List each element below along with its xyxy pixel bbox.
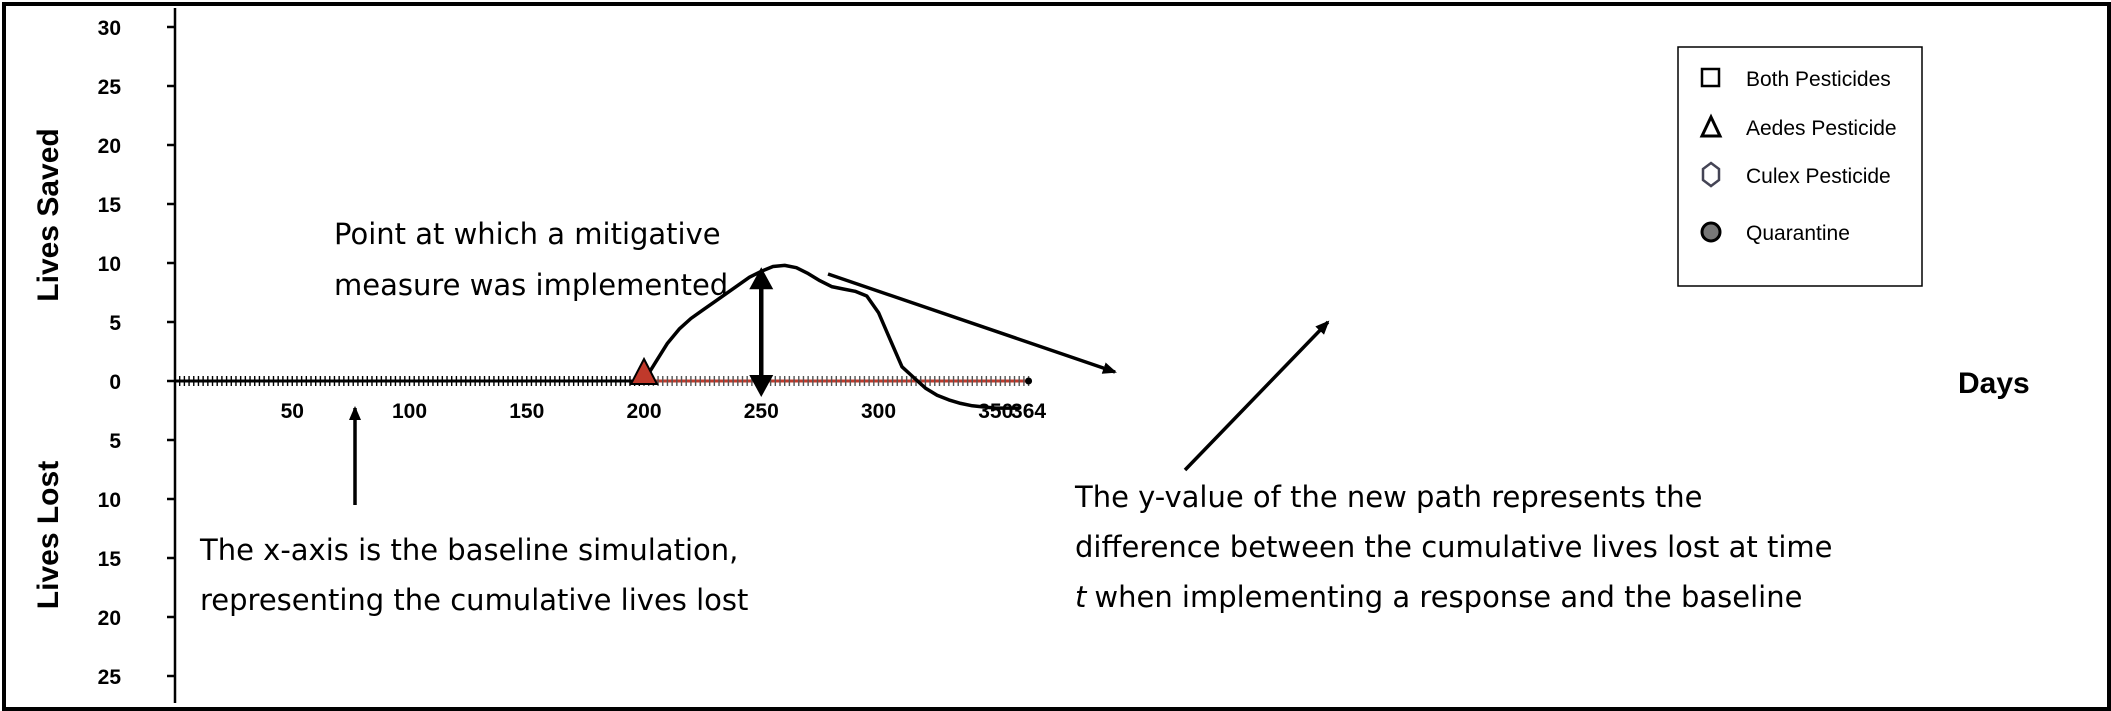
legend-label: Culex Pesticide [1746,165,1891,188]
x-tick-label: 200 [626,400,661,423]
annotation-baseline-line-2: representing the cumulative lives lost [200,583,748,617]
annotation-intervention-line-2: measure was implemented [334,268,728,302]
annotation-difference-italic-t: t [1075,580,1088,614]
y-tick-label: 20 [98,607,121,630]
series-line-aedes-pesticide [642,263,1020,410]
y-tick-label: 5 [109,430,121,453]
x-tick-label: 50 [281,400,304,423]
annotation-intervention: Point at which a mitigative measure was … [334,217,1117,374]
legend-item-aedes-pesticide: Aedes Pesticide [1699,113,1897,140]
intervention-triangle-marker [629,356,659,385]
arrow-intervention-icon [827,272,1117,374]
y-tick-label: 30 [98,17,121,40]
legend-label: Both Pesticides [1746,68,1891,91]
x-tick-label: 300 [861,400,896,423]
annotation-baseline: The x-axis is the baseline simulation, r… [199,406,748,617]
legend-label: Quarantine [1746,222,1850,245]
y-tick-label: 25 [98,76,122,99]
y-axis-title-lost: Lives Lost [32,461,65,609]
x-tick-label: 350 [978,400,1013,423]
difference-double-arrow-icon [749,267,774,397]
x-axis-title: Days [1958,367,2030,400]
y-tick-label: 0 [109,371,121,394]
y-tick-label: 15 [98,548,122,571]
x-tick-label: 100 [392,400,427,423]
annotation-intervention-line-1: Point at which a mitigative [334,217,721,251]
legend-item-both-pesticides: Both Pesticides [1700,67,1891,91]
annotation-difference-line-3-rest: when implementing a response and the bas… [1094,580,1802,614]
y-tick-label: 10 [98,253,121,276]
y-axis-title-saved: Lives Saved [32,128,65,301]
annotation-baseline-line-1: The x-axis is the baseline simulation, [199,533,738,567]
legend-item-culex-pesticide: Culex Pesticide [1701,161,1891,188]
arrow-difference-icon [1183,320,1330,472]
x-tick-label: 364 [1011,400,1046,423]
annotation-difference-line-3: t when implementing a response and the ba… [1075,580,1802,614]
y-tick-label: 15 [98,194,122,217]
x-tick-label: 250 [744,400,779,423]
y-tick-label: 20 [98,135,121,158]
legend-label: Aedes Pesticide [1746,117,1897,140]
y-tick-label: 5 [109,312,121,335]
square-marker-icon [1700,67,1721,88]
y-tick-label: 10 [98,489,121,512]
annotation-difference: The y-value of the new path represents t… [1074,320,1832,614]
baseline-end-point [1025,377,1033,385]
hexagon-marker-icon [1701,161,1721,188]
triangle-marker-icon [1699,113,1723,138]
annotation-difference-line-1: The y-value of the new path represents t… [1074,480,1703,514]
legend-item-quarantine: Quarantine [1700,221,1850,245]
circle-marker-icon [1700,221,1722,243]
double-arrow-bottom-head-icon [749,375,774,397]
x-tick-label: 150 [509,400,544,423]
double-arrow-top-head-icon [749,267,774,290]
legend: Both Pesticides Aedes Pesticide Culex Pe… [1677,46,1923,287]
y-tick-label: 25 [98,666,122,689]
annotation-difference-line-2: difference between the cumulative lives … [1075,530,1832,564]
